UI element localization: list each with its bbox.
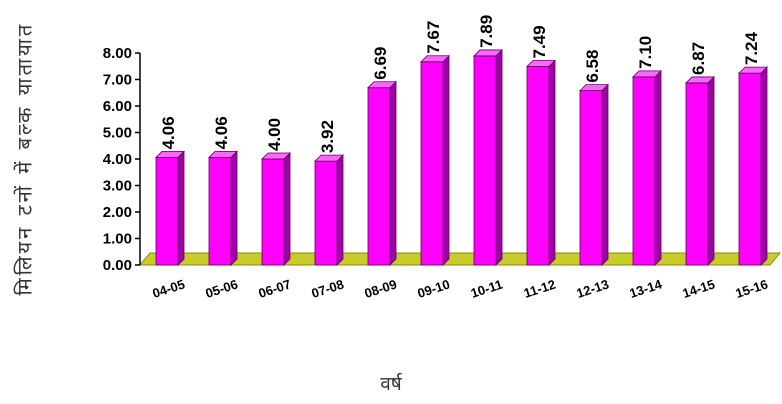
bar-top — [685, 76, 715, 84]
bar — [367, 87, 391, 266]
bar-top — [579, 84, 609, 92]
bar — [473, 55, 497, 266]
bar — [261, 158, 285, 266]
bar-value-label: 4.00 — [265, 118, 284, 151]
y-tick-label: 7.00 — [103, 72, 132, 89]
bar-value-label: 3.92 — [318, 120, 337, 153]
bar-side — [760, 66, 768, 266]
x-tick-label: 06-07 — [256, 276, 292, 301]
y-tick-label: 4.00 — [103, 151, 132, 168]
bar — [314, 160, 338, 266]
y-tick-label: 3.00 — [103, 178, 132, 195]
x-tick-label: 10-11 — [469, 277, 505, 301]
bars — [155, 48, 768, 266]
bar-side — [230, 150, 238, 266]
x-tick-label: 11-12 — [522, 277, 558, 301]
bar — [579, 90, 603, 266]
y-tick-label: 5.00 — [103, 125, 132, 142]
bar-value-label: 6.58 — [583, 50, 602, 83]
y-tick-label: 0.00 — [103, 257, 132, 274]
x-axis-tick-labels: 04-05 05-06 06-07 07-08 08-09 09-10 10-11 11-12… — [150, 276, 769, 301]
x-tick-label: 13-14 — [627, 276, 664, 301]
y-axis-title-wrapper: मिलियन टनों में बल्क यातायात — [6, 8, 42, 308]
bar — [526, 66, 550, 266]
bar — [738, 72, 762, 266]
y-axis-title: मिलियन टनों में बल्क यातायात — [12, 21, 37, 295]
bar-top — [738, 66, 768, 74]
bar-top — [526, 60, 556, 67]
x-axis-title: वर्ष — [380, 373, 402, 395]
chart-floor-plane — [138, 252, 782, 266]
bar — [155, 157, 179, 266]
y-tick-label: 8.00 — [103, 45, 132, 62]
x-tick-label: 07-08 — [309, 276, 345, 301]
x-tick-label: 05-06 — [203, 276, 239, 301]
x-tick-label: 15-16 — [733, 276, 769, 301]
bar-side — [389, 80, 397, 266]
y-tick-label: 2.00 — [103, 204, 132, 221]
bar-side — [707, 75, 715, 266]
x-tick-label: 14-15 — [680, 276, 716, 301]
bar-side — [283, 152, 291, 266]
bar — [208, 157, 232, 266]
bar-top — [314, 154, 344, 162]
bar — [685, 82, 709, 266]
bar-value-label: 7.24 — [742, 32, 761, 66]
y-axis: 0.00 1.00 2.00 3.00 4.00 5.00 6.00 7.00 8.00 — [103, 45, 141, 274]
bar — [420, 61, 444, 266]
x-tick-label: 04-05 — [150, 276, 186, 301]
bar-side — [177, 150, 185, 266]
chart-floor — [138, 252, 782, 266]
bar-top — [473, 49, 503, 57]
bar-value-label: 6.87 — [689, 42, 708, 75]
bar-side — [495, 48, 503, 266]
y-tick-label: 6.00 — [103, 98, 132, 115]
bar — [632, 76, 656, 266]
bar-value-label: 7.89 — [477, 15, 496, 48]
bar-value-label: 7.10 — [636, 36, 655, 69]
bar-value-label: 6.69 — [371, 47, 390, 80]
value-labels: 4.06 4.06 4.00 3.92 6.69 7.67 7.89 7.49 6.58 7.10… — [159, 15, 761, 153]
bar-value-label: 4.06 — [159, 116, 178, 149]
bar-value-label: 7.67 — [424, 21, 443, 54]
x-tick-label: 08-09 — [362, 276, 398, 301]
x-tick-label: 12-13 — [574, 276, 610, 301]
bar-side — [336, 154, 344, 266]
y-tick-label: 1.00 — [103, 231, 132, 248]
bar-side — [442, 54, 450, 266]
bar-top — [261, 152, 291, 160]
x-tick-label: 09-10 — [415, 276, 451, 301]
bar-side — [548, 59, 556, 266]
bar-side — [601, 83, 609, 266]
bar-top — [420, 55, 450, 63]
bar-value-label: 7.49 — [530, 25, 549, 58]
bar-top — [367, 81, 397, 89]
bar-top — [632, 70, 662, 78]
bar-side — [654, 69, 662, 266]
bar-top — [208, 151, 238, 158]
bar-value-label: 4.06 — [212, 116, 231, 149]
bar-top — [155, 151, 185, 158]
